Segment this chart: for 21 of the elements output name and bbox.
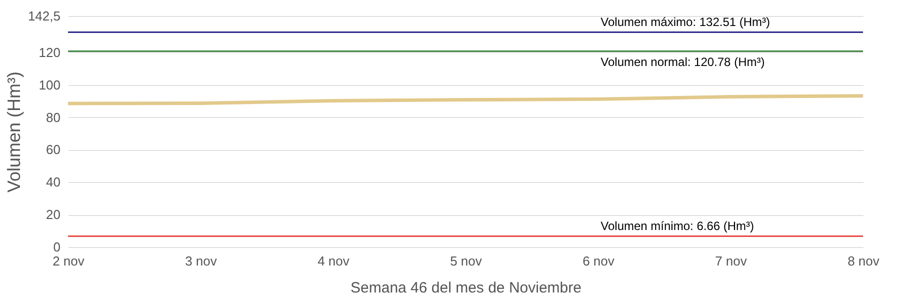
x-tick-label: 6 nov — [582, 254, 615, 268]
x-tick-label: 7 nov — [715, 254, 748, 268]
x-tick-label: 2 nov — [52, 254, 85, 268]
x-tick-label: 8 nov — [848, 254, 880, 268]
y-axis-title: Volumen (Hm³) — [4, 71, 24, 193]
y-tick-label: 60 — [46, 142, 60, 158]
ref-line-label: Volumen normal: 120.78 (Hm³) — [600, 55, 765, 70]
y-tick-label: 20 — [46, 207, 60, 222]
y-tick-label: 100 — [38, 77, 60, 92]
x-tick-label: 3 nov — [185, 254, 218, 268]
y-tick-label: 80 — [46, 110, 60, 125]
y-tick-label: 40 — [46, 174, 60, 190]
y-tick-label: 0 — [53, 240, 60, 254]
x-tick-label: 5 nov — [450, 254, 482, 268]
line-series — [66, 94, 865, 106]
y-tick-label: 142,5 — [28, 8, 60, 24]
ref-line-label: Volumen mínimo: 6.66 (Hm³) — [600, 219, 754, 234]
x-tick-label: 4 nov — [318, 254, 350, 268]
x-axis-title: Semana 46 del mes de Noviembre — [350, 280, 582, 296]
ref-line-label: Volumen máximo: 132.51 (Hm³) — [600, 15, 770, 30]
y-tick-label: 120 — [38, 44, 60, 60]
